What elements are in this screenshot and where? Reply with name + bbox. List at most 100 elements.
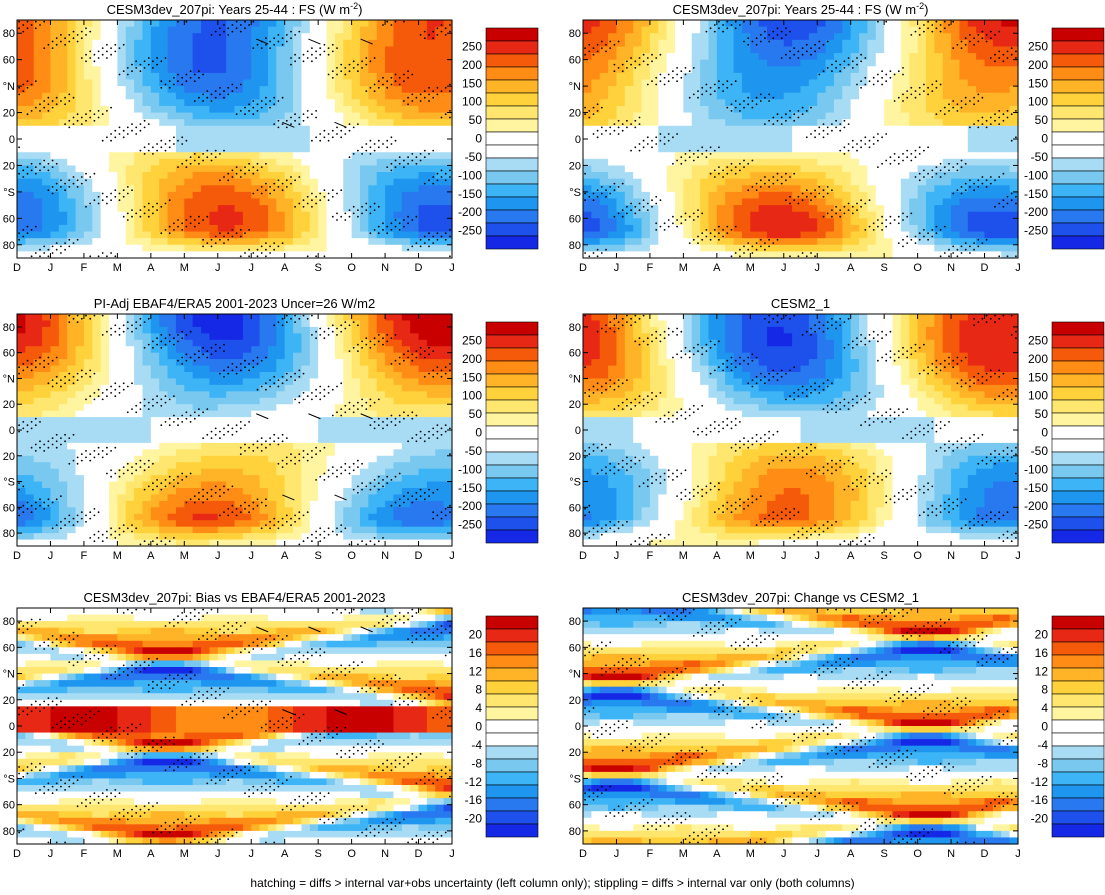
stipple-dot (680, 222, 683, 225)
heatmap-cell (301, 211, 311, 219)
heatmap-cell (293, 172, 303, 180)
heatmap-cell (410, 105, 420, 114)
heatmap-cell (351, 198, 361, 206)
stipple-dot (173, 83, 175, 86)
heatmap-cell (825, 119, 835, 127)
heatmap-cell (25, 145, 35, 153)
heatmap-cell (309, 86, 319, 94)
heatmap-cell (691, 125, 701, 133)
heatmap-cell (418, 72, 428, 81)
heatmap-cell (393, 145, 403, 153)
heatmap-cell (385, 92, 395, 100)
stipple-dot (743, 40, 745, 43)
heatmap-cell (251, 191, 261, 200)
heatmap-cell (334, 39, 344, 48)
heatmap-cell (410, 139, 420, 147)
heatmap-cell (318, 152, 328, 160)
heatmap-cell (800, 72, 810, 81)
stipple-dot (189, 162, 192, 165)
heatmap-cell (83, 139, 93, 147)
stipple-dot (93, 53, 96, 56)
heatmap-cell (443, 92, 453, 100)
heatmap-cell (925, 139, 935, 147)
heatmap-cell (658, 119, 668, 127)
heatmap-cell (800, 132, 810, 140)
heatmap-cell (125, 224, 135, 233)
heatmap-cell (385, 191, 395, 200)
heatmap-cell (942, 33, 952, 41)
heatmap-cell (201, 92, 211, 100)
x-tick-label: J (248, 262, 254, 274)
heatmap-cell (767, 39, 777, 48)
heatmap-cell (658, 99, 668, 107)
heatmap-cell (92, 218, 102, 226)
heatmap-cell (859, 99, 869, 107)
stipple-dot (277, 34, 280, 36)
stipple-dot (110, 47, 112, 49)
stipple-dot (759, 186, 762, 188)
heatmap-cell (616, 211, 626, 219)
stipple-dot (739, 103, 741, 106)
heatmap-cell (700, 132, 710, 140)
heatmap-cell (435, 224, 445, 233)
heatmap-cell (410, 185, 420, 193)
stipple-dot (210, 238, 213, 241)
heatmap-cell (992, 20, 1002, 28)
heatmap-cell (226, 86, 236, 94)
stipple-dot (210, 34, 213, 36)
heatmap-cell (649, 165, 659, 173)
heatmap-cell (608, 119, 618, 127)
heatmap-cell (125, 158, 135, 167)
heatmap-cell (251, 20, 261, 28)
stipple-dot (193, 73, 196, 76)
stipple-dot (51, 100, 54, 102)
stipple-dot (407, 96, 409, 99)
heatmap-cell (900, 112, 910, 120)
heatmap-cell (259, 145, 269, 153)
heatmap-cell (691, 46, 701, 54)
heatmap-cell (58, 172, 68, 180)
stipple-dot (273, 242, 276, 245)
stipple-dot (223, 235, 225, 238)
heatmap-cell (368, 99, 378, 107)
stipple-dot (785, 172, 787, 175)
heatmap-cell (984, 185, 994, 193)
stipple-dot (164, 202, 167, 205)
heatmap-cell (201, 59, 211, 67)
heatmap-cell (359, 145, 369, 153)
heatmap-cell (959, 72, 969, 81)
heatmap-cell (951, 72, 961, 81)
heatmap-cell (109, 251, 118, 259)
heatmap-cell (959, 172, 969, 180)
heatmap-cell (150, 125, 160, 133)
heatmap-cell (951, 211, 961, 219)
heatmap-cell (783, 165, 793, 173)
heatmap-cell (92, 112, 102, 120)
heatmap-cell (267, 231, 277, 239)
stipple-dot (168, 199, 171, 202)
stipple-dot (415, 96, 418, 99)
heatmap-cell (25, 238, 35, 246)
stipple-dot (173, 136, 175, 139)
heatmap-cell (259, 46, 269, 54)
heatmap-cell (583, 165, 592, 173)
heatmap-cell (859, 92, 869, 100)
stipple-dot (323, 255, 326, 258)
heatmap-cell (850, 53, 860, 61)
heatmap-cell (733, 105, 743, 114)
heatmap-cell (192, 99, 202, 107)
stipple-dot (147, 202, 150, 205)
heatmap-cell (351, 218, 361, 226)
heatmap-cell (226, 158, 236, 167)
heatmap-cell (376, 211, 386, 219)
heatmap-cell (992, 132, 1002, 140)
heatmap-cell (17, 119, 26, 127)
heatmap-cell (892, 20, 902, 28)
heatmap-cell (167, 20, 177, 28)
stipple-dot (344, 219, 347, 221)
heatmap-cell (75, 152, 85, 160)
stipple-dot (747, 189, 750, 192)
heatmap-cell (242, 172, 252, 180)
stipple-dot (331, 43, 334, 46)
heatmap-cell (942, 152, 952, 160)
